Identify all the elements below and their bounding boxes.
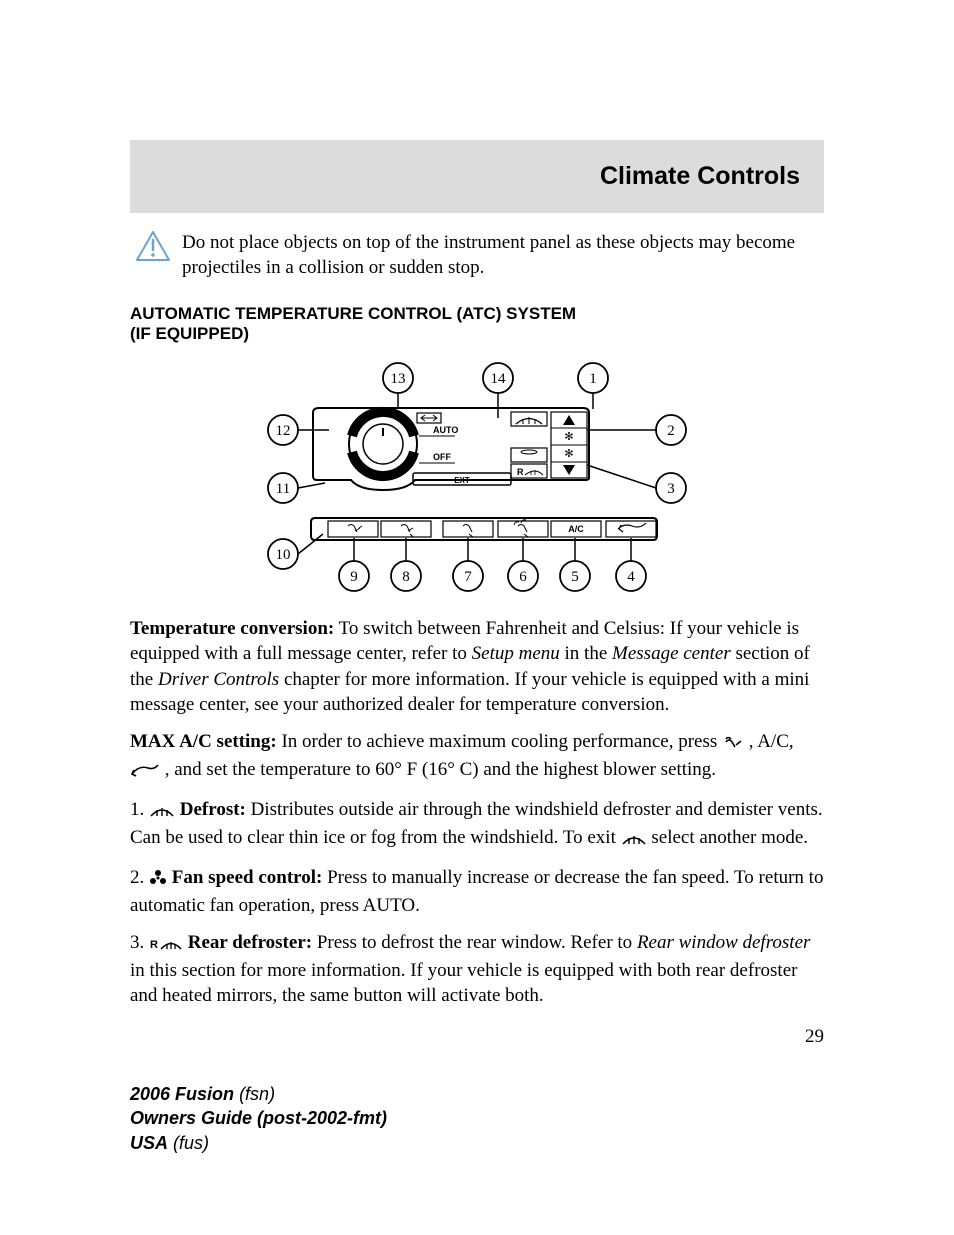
max-ac-t1: In order to achieve maximum cooling perf… bbox=[277, 731, 722, 752]
paragraph-temp-conversion: Temperature conversion: To switch betwee… bbox=[130, 616, 824, 716]
temp-conv-lead: Temperature conversion: bbox=[130, 618, 334, 639]
item3-rear: Rear window defroster bbox=[637, 932, 810, 953]
svg-text:2: 2 bbox=[667, 423, 675, 439]
temp-conv-t2: in the bbox=[560, 643, 612, 664]
svg-text:9: 9 bbox=[350, 569, 358, 585]
svg-text:12: 12 bbox=[276, 423, 291, 439]
svg-text:6: 6 bbox=[519, 569, 527, 585]
svg-text:14: 14 bbox=[491, 371, 507, 387]
max-ac-lead: MAX A/C setting: bbox=[130, 731, 277, 752]
svg-text:3: 3 bbox=[667, 481, 675, 497]
svg-text:5: 5 bbox=[571, 569, 579, 585]
item-defrost: 1. Defrost: Distributes outside air thro… bbox=[130, 797, 824, 853]
svg-text:✻: ✻ bbox=[564, 431, 573, 443]
svg-text:10: 10 bbox=[276, 547, 291, 563]
section-heading-line1: AUTOMATIC TEMPERATURE CONTROL (ATC) SYST… bbox=[130, 304, 576, 323]
temp-conv-msgcenter: Message center bbox=[612, 643, 731, 664]
page-title: Climate Controls bbox=[600, 162, 800, 190]
header-bar: Climate Controls bbox=[130, 140, 824, 213]
svg-text:4: 4 bbox=[627, 569, 635, 585]
svg-text:1: 1 bbox=[589, 371, 597, 387]
item-rear-defrost: 3. R Rear defroster: Press to defrost th… bbox=[130, 930, 824, 1008]
item3-lead: Rear defroster: bbox=[188, 932, 312, 953]
defrost-icon bbox=[621, 828, 647, 853]
footer-region-code: (fus) bbox=[173, 1133, 209, 1153]
rear-defrost-icon: R bbox=[149, 933, 183, 958]
svg-text:✻: ✻ bbox=[564, 448, 573, 460]
item1-t2: select another mode. bbox=[647, 827, 808, 848]
footer: 2006 Fusion (fsn) Owners Guide (post-200… bbox=[130, 1082, 387, 1155]
svg-text:A/C: A/C bbox=[568, 524, 584, 534]
section-heading-line2: (IF EQUIPPED) bbox=[130, 324, 249, 343]
svg-text:R: R bbox=[150, 939, 158, 951]
control-panel-diagram: EXT AUTO OFF bbox=[130, 358, 824, 598]
defrost-icon bbox=[149, 800, 175, 825]
paragraph-max-ac: MAX A/C setting: In order to achieve max… bbox=[130, 729, 824, 785]
item3-t2: in this section for more information. If… bbox=[130, 960, 797, 1006]
item3-t1: Press to defrost the rear window. Refer … bbox=[312, 932, 637, 953]
recirc-icon bbox=[130, 760, 160, 785]
warning-row: Do not place objects on top of the instr… bbox=[130, 231, 824, 280]
svg-text:13: 13 bbox=[391, 371, 406, 387]
item-fan-speed: 2. Fan speed control: Press to manually … bbox=[130, 865, 824, 918]
page-number: 29 bbox=[130, 1026, 824, 1048]
item2-lead: Fan speed control: bbox=[172, 867, 323, 888]
diagram-ext-label: EXT bbox=[454, 476, 470, 485]
item1-num: 1. bbox=[130, 799, 149, 820]
fan-icon bbox=[149, 868, 167, 893]
item2-num: 2. bbox=[130, 867, 149, 888]
temp-conv-setup: Setup menu bbox=[472, 643, 560, 664]
footer-model: 2006 Fusion bbox=[130, 1084, 234, 1104]
warning-text: Do not place objects on top of the instr… bbox=[182, 231, 818, 280]
diagram-bottom-buttons: A/C bbox=[328, 520, 656, 537]
svg-text:11: 11 bbox=[276, 481, 290, 497]
svg-text:R: R bbox=[517, 467, 524, 477]
panel-vent-icon bbox=[722, 732, 744, 757]
page: Climate Controls Do not place objects on… bbox=[0, 0, 954, 1235]
max-ac-t2: , A/C, bbox=[744, 731, 794, 752]
temp-conv-driver: Driver Controls bbox=[158, 669, 279, 690]
svg-text:8: 8 bbox=[402, 569, 410, 585]
section-heading: AUTOMATIC TEMPERATURE CONTROL (ATC) SYST… bbox=[130, 304, 824, 344]
diagram-right-buttons: R ✻ ✻ bbox=[511, 412, 587, 478]
warning-icon bbox=[136, 231, 170, 261]
max-ac-t3: , and set the temperature to 60° F (16° … bbox=[160, 759, 716, 780]
diagram-auto-label: AUTO bbox=[433, 425, 458, 435]
footer-region: USA bbox=[130, 1133, 168, 1153]
svg-text:7: 7 bbox=[464, 569, 472, 585]
item3-num: 3. bbox=[130, 932, 149, 953]
item1-lead: Defrost: bbox=[180, 799, 246, 820]
footer-model-code: (fsn) bbox=[239, 1084, 275, 1104]
diagram-off-label: OFF bbox=[433, 452, 451, 462]
footer-guide: Owners Guide (post-2002-fmt) bbox=[130, 1108, 387, 1128]
